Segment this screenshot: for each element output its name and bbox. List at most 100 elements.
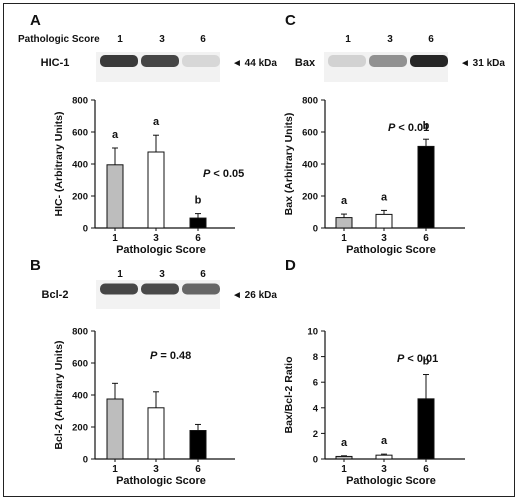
lane-label: 3 xyxy=(159,34,165,45)
significance-letter: a xyxy=(341,437,348,449)
y-tick-label: 0 xyxy=(313,224,318,235)
bar xyxy=(106,398,124,460)
y-tick-label: 400 xyxy=(72,160,88,171)
significance-letter: b xyxy=(423,356,430,368)
bar xyxy=(417,398,435,460)
p-symbol: P xyxy=(203,168,211,180)
significance-letter: a xyxy=(381,435,388,447)
y-tick-label: 200 xyxy=(302,192,318,203)
y-tick-label: 600 xyxy=(302,128,318,139)
blot-band xyxy=(100,283,138,295)
y-tick-label: 4 xyxy=(313,403,319,414)
blot-kda-label: ◄ 44 kDa xyxy=(232,58,277,69)
bar xyxy=(335,217,353,229)
x-axis-title: Pathologic Score xyxy=(346,475,436,487)
p-value: P = 0.48 xyxy=(150,350,191,362)
significance-letter: a xyxy=(341,195,348,207)
blot-band xyxy=(182,283,220,295)
blot-band xyxy=(141,55,179,67)
p-value: P < 0.01 xyxy=(388,122,429,134)
lane-label: 1 xyxy=(345,34,351,45)
y-tick-label: 10 xyxy=(307,327,318,338)
bar xyxy=(189,217,207,229)
blot-band xyxy=(369,55,407,67)
y-tick-label: 6 xyxy=(313,378,318,389)
y-tick-label: 200 xyxy=(72,423,88,434)
panel-letter: B xyxy=(30,257,41,274)
p-value-text: < 0.01 xyxy=(395,122,429,134)
y-axis-title: HIC- (Arbitrary Units) xyxy=(53,111,65,216)
blot-band xyxy=(141,283,179,295)
blot-kda-label: ◄ 31 kDa xyxy=(460,58,505,69)
x-tick-label: 3 xyxy=(153,464,159,475)
p-value-text: = 0.48 xyxy=(157,350,191,362)
lane-label: 6 xyxy=(200,34,206,45)
x-tick-label: 1 xyxy=(112,464,118,475)
y-tick-label: 200 xyxy=(72,192,88,203)
y-axis-title: Bax (Arbitrary Units) xyxy=(283,113,295,216)
y-tick-label: 600 xyxy=(72,128,88,139)
bar xyxy=(375,213,393,229)
lane-label: 1 xyxy=(117,269,123,280)
p-symbol: P xyxy=(388,122,396,134)
blot-band xyxy=(328,55,366,67)
bar xyxy=(189,430,207,460)
p-symbol: P xyxy=(397,353,405,365)
lane-label: 6 xyxy=(428,34,434,45)
blot-protein-label: Bax xyxy=(295,57,316,69)
x-tick-label: 6 xyxy=(423,233,429,244)
blot-protein-label: Bcl-2 xyxy=(42,289,69,301)
y-tick-label: 2 xyxy=(313,429,318,440)
significance-letter: a xyxy=(153,116,160,128)
x-tick-label: 3 xyxy=(153,233,159,244)
p-value: P < 0.05 xyxy=(203,168,244,180)
y-tick-label: 400 xyxy=(302,160,318,171)
bar xyxy=(147,407,165,460)
p-value-text: < 0.05 xyxy=(210,168,244,180)
p-symbol: P xyxy=(150,350,158,362)
x-tick-label: 3 xyxy=(381,233,387,244)
lane-label: 6 xyxy=(200,269,206,280)
bar xyxy=(147,151,165,229)
significance-letter: a xyxy=(381,191,388,203)
y-tick-label: 0 xyxy=(83,455,88,466)
blot-protein-label: HIC-1 xyxy=(41,57,70,69)
x-tick-label: 3 xyxy=(381,464,387,475)
y-tick-label: 800 xyxy=(72,327,88,338)
significance-letter: b xyxy=(195,195,202,207)
y-axis-title: Bcl-2 (Arbitrary Units) xyxy=(53,340,65,449)
significance-letter: a xyxy=(112,129,119,141)
x-tick-label: 1 xyxy=(112,233,118,244)
x-tick-label: 6 xyxy=(195,464,201,475)
x-axis-title: Pathologic Score xyxy=(116,475,206,487)
panel-letter: D xyxy=(285,257,296,274)
x-tick-label: 1 xyxy=(341,233,347,244)
y-tick-label: 800 xyxy=(72,96,88,107)
blot-header: Pathologic Score xyxy=(18,34,100,45)
y-axis-title: Bax/Bcl-2 Ratio xyxy=(283,356,295,433)
lane-label: 1 xyxy=(117,34,123,45)
panel-letter: C xyxy=(285,12,296,29)
y-tick-label: 8 xyxy=(313,352,318,363)
figure-frame xyxy=(3,3,515,497)
p-value-text: < 0.01 xyxy=(404,353,438,365)
y-tick-label: 800 xyxy=(302,96,318,107)
y-tick-label: 0 xyxy=(83,224,88,235)
significance-letter: b xyxy=(423,120,430,132)
bar xyxy=(106,164,124,229)
blot-kda-label: ◄ 26 kDa xyxy=(232,290,277,301)
x-axis-title: Pathologic Score xyxy=(346,244,436,256)
blot-band xyxy=(100,55,138,67)
y-tick-label: 400 xyxy=(72,391,88,402)
x-tick-label: 1 xyxy=(341,464,347,475)
bar xyxy=(375,454,393,460)
x-axis-title: Pathologic Score xyxy=(116,244,206,256)
x-tick-label: 6 xyxy=(423,464,429,475)
bar xyxy=(335,455,353,460)
lane-label: 3 xyxy=(387,34,393,45)
blot-band xyxy=(410,55,448,67)
